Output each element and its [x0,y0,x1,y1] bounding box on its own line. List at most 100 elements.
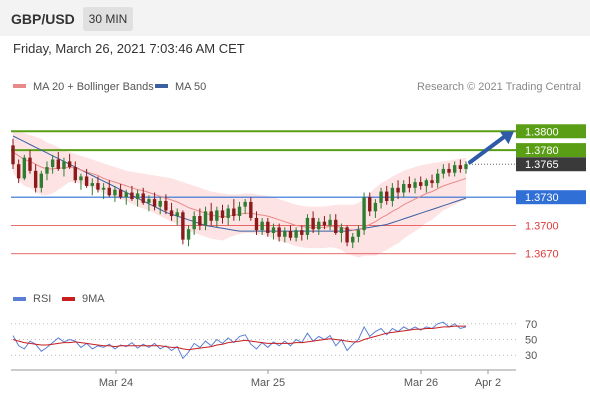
rsi-ma-line [12,325,466,351]
candle-body [67,161,72,168]
candle-body [181,212,185,240]
candle-body [124,192,128,198]
candle-body [334,219,338,234]
candle-body [351,236,355,243]
resistance-tag [516,143,586,158]
candle-body [435,173,440,184]
candle-body [209,211,213,221]
candle-body [288,231,293,238]
candle-body [232,208,236,217]
ma9-legend-swatch [62,297,75,301]
candle-body [260,221,264,231]
candle-body [356,230,361,237]
candle-body [62,161,66,169]
candle-body [447,168,451,173]
candle-body [152,199,157,207]
candle-body [271,227,276,234]
resistance-tag [516,124,586,139]
candle-body [283,231,287,237]
candle-body [317,221,321,230]
candle-body [50,159,55,168]
candle-body [220,210,225,218]
candle-body [413,182,417,188]
support-label: 1.3700 [525,220,559,232]
candle-body [424,180,429,186]
pivot-tag [516,190,586,205]
candle-body [419,182,423,186]
candle-body [16,164,21,179]
candle-body [430,180,434,184]
ma20-legend-label: MA 20 + Bollinger Bands [33,81,154,93]
candle-body [243,201,247,207]
candle-body [28,157,32,171]
candle-body [396,187,400,193]
ma9-legend-label: 9MA [82,293,105,305]
currency-pair-title: GBP/USD [11,11,75,27]
current-price-tag [516,157,586,172]
candle-body [186,229,191,240]
candle-body [101,187,106,190]
candle-body [385,191,389,201]
resistance-label: 1.3800 [525,126,559,138]
candle-body [254,217,259,231]
candle-body [203,211,208,226]
candle-body [198,216,202,226]
forecast-arrow-shaft [468,134,507,165]
candle-body [294,230,298,238]
candle-body [107,187,111,196]
resistance-label: 1.3780 [525,145,559,157]
rsi-legend-swatch [13,297,26,301]
pivot-label: 1.3730 [525,192,559,204]
copyright-notice: Research © 2021 Trading Central [417,81,581,93]
candle-body [39,173,44,188]
ma20-legend-swatch [13,84,26,88]
candle-body [266,221,270,234]
x-tick-label: Apr 2 [475,377,501,389]
candle-body [407,184,412,188]
candle-body [175,212,179,217]
candle-body [277,227,281,237]
rsi-legend-label: RSI [33,293,51,305]
price-plot: 1.3800 1.3780 1.3765 1.3730 1.3700 1.3670 [11,124,586,261]
rsi-tick-label: 30 [525,350,537,362]
candle-body [147,199,151,203]
candle-body [45,167,49,174]
candle-body [130,192,134,200]
x-tick-label: Mar 24 [99,377,133,389]
candle-body [118,189,123,198]
rsi-tick-label: 70 [525,319,537,331]
candle-body [226,208,230,218]
candle-body [373,202,378,212]
candle-body [390,187,395,201]
candle-body [464,164,468,169]
rsi-tick-label: 50 [525,335,537,347]
rsi-line [12,321,467,360]
current-price-label: 1.3765 [525,159,559,171]
candle-body [215,210,219,221]
candle-body [135,193,140,200]
candle-body [11,145,15,165]
candle-body [311,217,315,230]
forecast-arrow-head [500,131,514,145]
candle-body [141,193,145,203]
candle-body [328,219,332,226]
support-label: 1.3670 [525,249,559,261]
candle-body [22,157,27,179]
candle-body [379,191,383,203]
header-bar: GBP/USD 30 MIN [0,0,590,36]
candle-body [73,167,77,181]
x-axis: Mar 24 Mar 25 Mar 26 Apr 2 [99,370,501,389]
ma50-legend-label: MA 50 [175,81,206,93]
candle-body [345,227,349,243]
candle-body [56,159,60,169]
candle-body [339,227,344,234]
candle-body [158,200,162,207]
candle-body [96,183,100,190]
candle-body [192,216,196,230]
candle-body [169,210,174,217]
candle-body [237,206,242,217]
timeframe-button[interactable]: 30 MIN [83,7,133,31]
candle-body [90,183,94,186]
x-tick-label: Mar 26 [404,377,438,389]
